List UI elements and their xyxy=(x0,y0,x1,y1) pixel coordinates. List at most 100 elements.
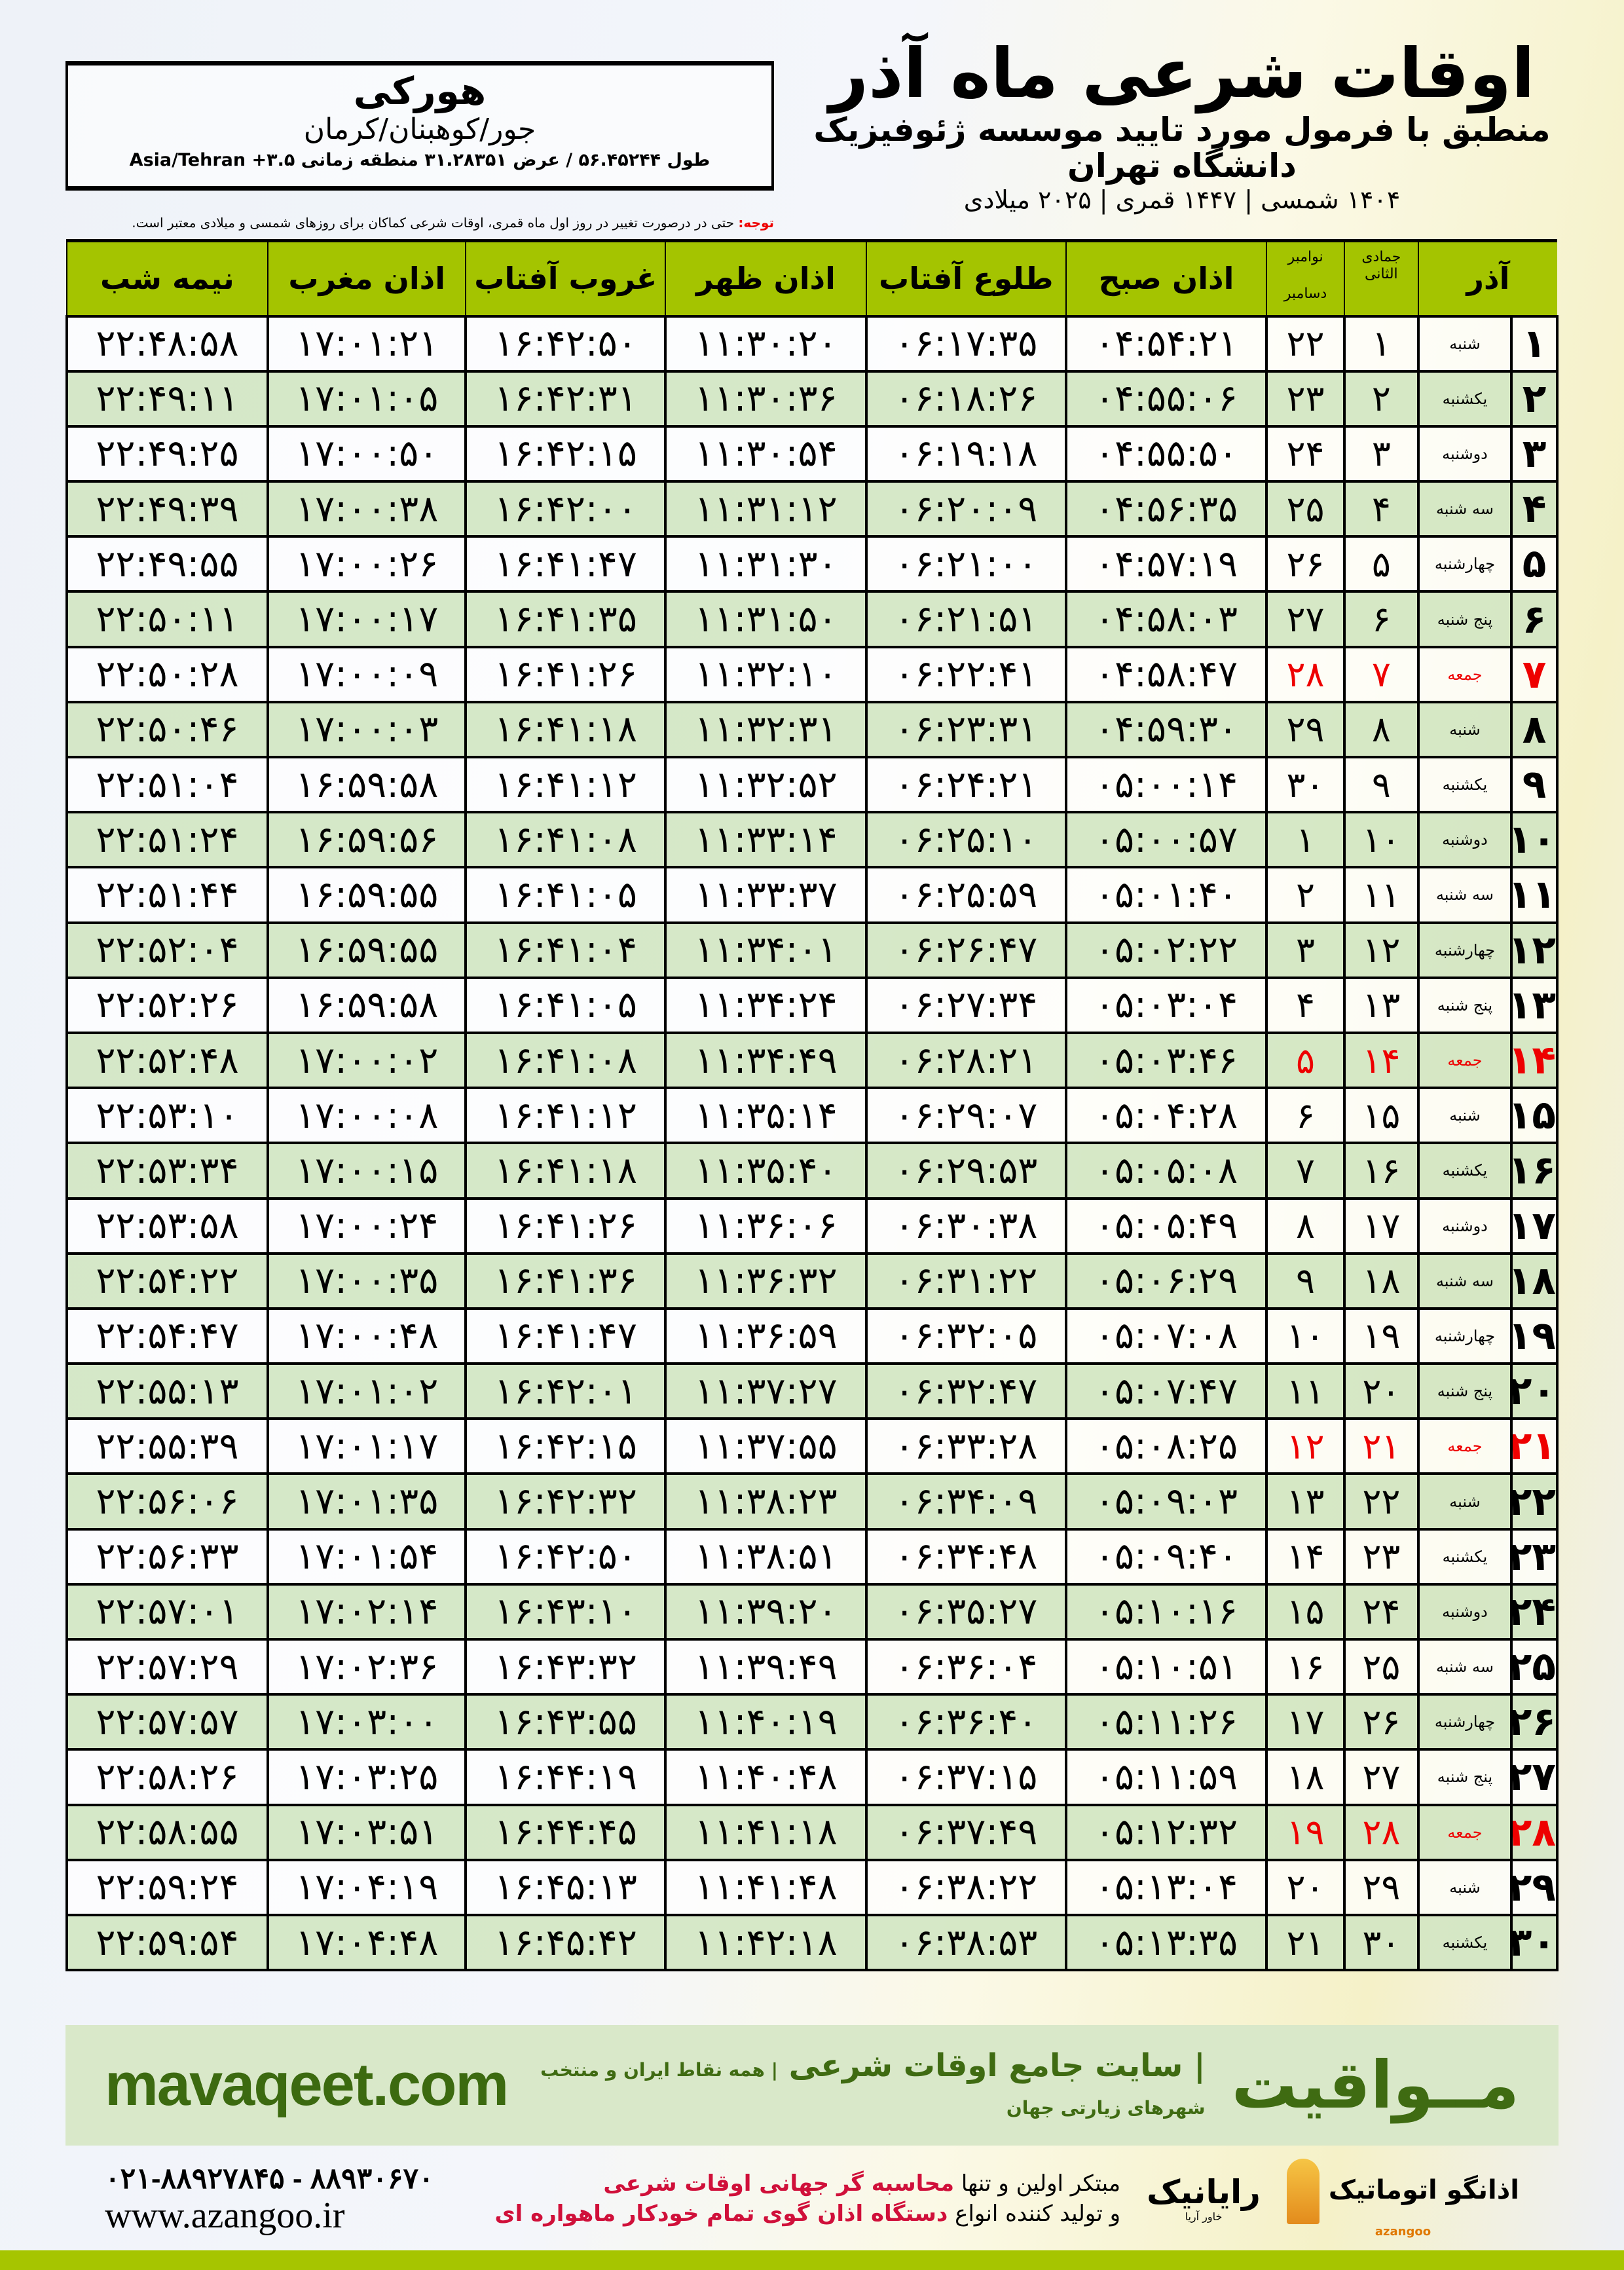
cell-day: ۵ xyxy=(1510,535,1559,593)
cell-sunrise: ۰۶:۲۵:۱۰ xyxy=(864,811,1067,869)
mavaqeet-link[interactable]: mavaqeet.com xyxy=(105,2051,509,2119)
cell-day: ۲۳ xyxy=(1510,1527,1559,1586)
cell-day: ۲۶ xyxy=(1510,1693,1559,1751)
table-row: ۱۳ پنج شنبه ۱۳ ۴ ۰۵:۰۳:۰۴ ۰۶:۲۷:۳۴ ۱۱:۳۴:۲۴ ۱۶:… xyxy=(65,976,1559,1034)
cell-weekday: دوشنبه xyxy=(1416,811,1513,869)
table-row: ۱۹ چهارشنبه ۱۹ ۱۰ ۰۵:۰۷:۰۸ ۰۶:۳۲:۰۵ ۱۱:۳۶:۵۹ ۱۶… xyxy=(65,1307,1559,1366)
cell-day: ۱۷ xyxy=(1510,1197,1559,1255)
cell-fajr: ۰۴:۵۵:۵۰ xyxy=(1064,424,1268,483)
promo-line-2: و تولید کننده انواع دستگاه اذان گوی تمام… xyxy=(460,2199,1120,2229)
cell-sunrise: ۰۶:۳۰:۳۸ xyxy=(864,1197,1067,1255)
cell-hijri-day: ۱۰ xyxy=(1342,811,1420,869)
cell-sunrise: ۰۶:۲۹:۵۳ xyxy=(864,1142,1067,1200)
cell-maghrib: ۱۷:۰۱:۰۵ xyxy=(266,369,468,428)
cell-greg-day: ۱۴ xyxy=(1265,1527,1346,1586)
cell-greg-day: ۱۶ xyxy=(1265,1637,1346,1696)
cell-weekday: دوشنبه xyxy=(1416,424,1513,483)
col-fajr: اذان صبح xyxy=(1065,239,1267,316)
cell-day: ۲۲ xyxy=(1510,1472,1559,1531)
cell-greg-day: ۱ xyxy=(1265,811,1346,869)
cell-hijri-day: ۲۴ xyxy=(1342,1582,1420,1641)
cell-sunset: ۱۶:۴۳:۱۰ xyxy=(464,1582,667,1641)
cell-weekday: پنج شنبه xyxy=(1416,590,1513,648)
cell-greg-day: ۷ xyxy=(1265,1142,1346,1200)
cell-hijri-day: ۲۱ xyxy=(1342,1417,1420,1476)
azangoo-text: اذانگو اتوماتیک xyxy=(1328,2175,1519,2206)
location-box: هورکی جور/کوهبنان/کرمان طول ۵۶.۴۵۲۴۴ / ع… xyxy=(65,61,774,191)
table-row: ۲۶ چهارشنبه ۲۶ ۱۷ ۰۵:۱۱:۲۶ ۰۶:۳۶:۴۰ ۱۱:۴۰:۱۹ ۱۶… xyxy=(65,1693,1559,1751)
table-row: ۱۶ یکشنبه ۱۶ ۷ ۰۵:۰۵:۰۸ ۰۶:۲۹:۵۳ ۱۱:۳۵:۴۰ ۱۶:۴۱… xyxy=(65,1142,1559,1200)
cell-sunrise: ۰۶:۳۶:۰۴ xyxy=(864,1637,1067,1696)
cell-fajr: ۰۵:۰۶:۲۹ xyxy=(1064,1252,1268,1310)
table-header: آذر جمادی الثانی نوامبر دسامبر اذان صبح ط… xyxy=(66,239,1557,316)
cell-day: ۱۸ xyxy=(1510,1252,1559,1310)
cell-day: ۹ xyxy=(1510,755,1559,814)
table-row: ۱۷ دوشنبه ۱۷ ۸ ۰۵:۰۵:۴۹ ۰۶:۳۰:۳۸ ۱۱:۳۶:۰۶ ۱۶:۴۱… xyxy=(65,1197,1559,1255)
cell-greg-day: ۹ xyxy=(1265,1252,1346,1310)
cell-hijri-day: ۲۳ xyxy=(1342,1527,1420,1586)
cell-fajr: ۰۴:۵۴:۲۱ xyxy=(1064,314,1268,373)
table-row: ۲۰ پنج شنبه ۲۰ ۱۱ ۰۵:۰۷:۴۷ ۰۶:۳۲:۴۷ ۱۱:۳۷:۲۷ ۱۶… xyxy=(65,1362,1559,1421)
cell-greg-day: ۸ xyxy=(1265,1197,1346,1255)
cell-sunset: ۱۶:۴۲:۱۵ xyxy=(464,1417,667,1476)
cell-sunrise: ۰۶:۳۱:۲۲ xyxy=(864,1252,1067,1310)
cell-day: ۱۶ xyxy=(1510,1142,1559,1200)
cell-dhuhr: ۱۱:۳۶:۵۹ xyxy=(664,1307,868,1366)
banner-tagline: | سایت جامع اوقات شرعی | همه نقاط ایران … xyxy=(534,2047,1206,2123)
cell-fajr: ۰۵:۱۳:۳۵ xyxy=(1064,1913,1268,1972)
cell-hijri-day: ۱۸ xyxy=(1342,1252,1420,1310)
cell-midnight: ۲۲:۴۹:۵۵ xyxy=(65,535,269,593)
cell-fajr: ۰۵:۰۵:۴۹ xyxy=(1064,1197,1268,1255)
cell-maghrib: ۱۷:۰۰:۱۷ xyxy=(266,590,468,648)
table-row: ۷ جمعه ۷ ۲۸ ۰۴:۵۸:۴۷ ۰۶:۲۲:۴۱ ۱۱:۳۲:۱۰ ۱۶:۴۱:۲۶… xyxy=(65,645,1559,703)
cell-dhuhr: ۱۱:۳۶:۳۲ xyxy=(664,1252,868,1310)
table-row: ۲ یکشنبه ۲ ۲۳ ۰۴:۵۵:۰۶ ۰۶:۱۸:۲۶ ۱۱:۳۰:۳۶ ۱۶:۴۲:… xyxy=(65,369,1559,428)
cell-greg-day: ۲ xyxy=(1265,866,1346,924)
cell-hijri-day: ۸ xyxy=(1342,700,1420,759)
cell-midnight: ۲۲:۵۸:۵۵ xyxy=(65,1803,269,1861)
cell-hijri-day: ۷ xyxy=(1342,645,1420,703)
cell-day: ۱۳ xyxy=(1510,976,1559,1034)
cell-fajr: ۰۵:۱۰:۵۱ xyxy=(1064,1637,1268,1696)
cell-maghrib: ۱۷:۰۰:۴۸ xyxy=(266,1307,468,1366)
table-row: ۱۸ سه شنبه ۱۸ ۹ ۰۵:۰۶:۲۹ ۰۶:۳۱:۲۲ ۱۱:۳۶:۳۲ ۱۶:۴… xyxy=(65,1252,1559,1310)
cell-weekday: شنبه xyxy=(1416,1472,1513,1531)
cell-weekday: یکشنبه xyxy=(1416,1913,1513,1972)
cell-sunrise: ۰۶:۳۷:۴۹ xyxy=(864,1803,1067,1861)
cell-sunrise: ۰۶:۱۷:۳۵ xyxy=(864,314,1067,373)
promo-line-1: مبتکر اولین و تنها محاسبه گر جهانی اوقات… xyxy=(460,2169,1120,2199)
cell-sunset: ۱۶:۴۱:۱۸ xyxy=(464,1142,667,1200)
table-row: ۳۰ یکشنبه ۳۰ ۲۱ ۰۵:۱۳:۳۵ ۰۶:۳۸:۵۳ ۱۱:۴۲:۱۸ ۱۶:۴… xyxy=(65,1913,1559,1972)
table-row: ۱۴ جمعه ۱۴ ۵ ۰۵:۰۳:۴۶ ۰۶:۲۸:۲۱ ۱۱:۳۴:۴۹ ۱۶:۴۱:۰… xyxy=(65,1031,1559,1090)
cell-dhuhr: ۱۱:۳۲:۵۲ xyxy=(664,755,868,814)
cell-midnight: ۲۲:۵۶:۳۳ xyxy=(65,1527,269,1586)
cell-maghrib: ۱۷:۰۰:۱۵ xyxy=(266,1142,468,1200)
azangoo-link[interactable]: www.azangoo.ir xyxy=(105,2195,345,2236)
cell-midnight: ۲۲:۵۴:۲۲ xyxy=(65,1252,269,1310)
table-row: ۲۸ جمعه ۲۸ ۱۹ ۰۵:۱۲:۳۲ ۰۶:۳۷:۴۹ ۱۱:۴۱:۱۸ ۱۶:۴۴:… xyxy=(65,1803,1559,1861)
rayanik-sub: خاور آریا xyxy=(1185,2210,1223,2223)
cell-fajr: ۰۵:۱۳:۰۴ xyxy=(1064,1858,1268,1916)
cell-weekday: یکشنبه xyxy=(1416,369,1513,428)
cell-hijri-day: ۱۷ xyxy=(1342,1197,1420,1255)
cell-maghrib: ۱۷:۰۱:۵۴ xyxy=(266,1527,468,1586)
cell-fajr: ۰۵:۰۷:۴۷ xyxy=(1064,1362,1268,1421)
cell-day: ۳ xyxy=(1510,424,1559,483)
col-sunset: غروب آفتاب xyxy=(465,239,666,316)
cell-midnight: ۲۲:۵۷:۲۹ xyxy=(65,1637,269,1696)
cell-midnight: ۲۲:۴۹:۲۵ xyxy=(65,424,269,483)
cell-fajr: ۰۵:۰۲:۲۲ xyxy=(1064,921,1268,979)
azangoo-logo: اذانگو اتوماتیک azangoo xyxy=(1286,2159,1519,2239)
cell-greg-day: ۱۰ xyxy=(1265,1307,1346,1366)
cell-sunset: ۱۶:۴۴:۴۵ xyxy=(464,1803,667,1861)
cell-sunset: ۱۶:۴۱:۰۴ xyxy=(464,921,667,979)
cell-fajr: ۰۵:۰۳:۰۴ xyxy=(1064,976,1268,1034)
table-row: ۲۱ جمعه ۲۱ ۱۲ ۰۵:۰۸:۲۵ ۰۶:۳۳:۲۸ ۱۱:۳۷:۵۵ ۱۶:۴۲:… xyxy=(65,1417,1559,1476)
cell-day: ۱۱ xyxy=(1510,866,1559,924)
cell-midnight: ۲۲:۵۲:۰۴ xyxy=(65,921,269,979)
cell-greg-day: ۱۸ xyxy=(1265,1748,1346,1806)
cell-greg-day: ۱۹ xyxy=(1265,1803,1346,1861)
cell-maghrib: ۱۷:۰۰:۰۸ xyxy=(266,1087,468,1145)
col-greg-top: نوامبر xyxy=(1287,249,1323,265)
cell-hijri-day: ۵ xyxy=(1342,535,1420,593)
